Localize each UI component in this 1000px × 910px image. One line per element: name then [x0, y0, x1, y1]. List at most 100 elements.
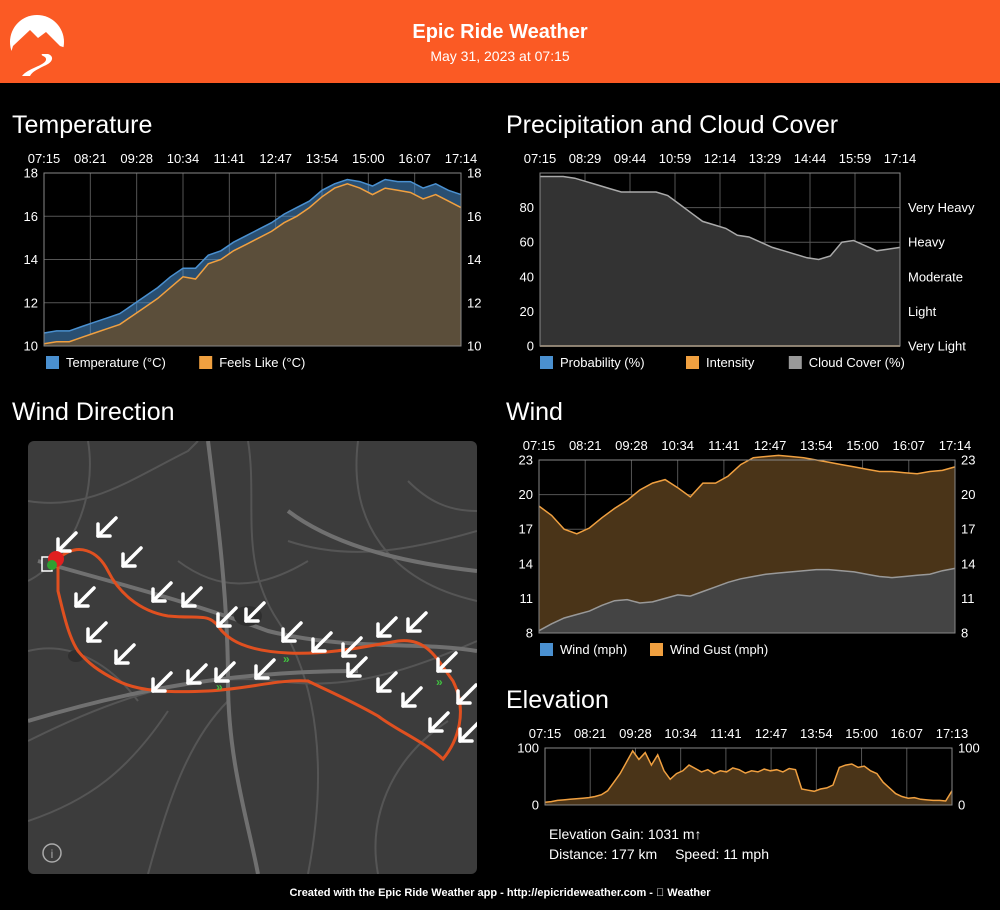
- time-tick-label: 17:14: [445, 151, 478, 166]
- time-tick-label: 10:59: [659, 151, 692, 166]
- y-tick-label-right: 12: [467, 295, 481, 310]
- y-tick-label: 10: [24, 339, 38, 354]
- time-tick-label: 07:15: [529, 726, 562, 741]
- series-area: [540, 176, 900, 346]
- plot-border: [544, 747, 953, 806]
- time-tick-label: 16:07: [893, 438, 926, 453]
- wind-chart: 07:15 08:21 09:28 10:34 11:41 12:47 13:54 15:00…: [519, 438, 976, 657]
- time-tick-label: 07:15: [524, 151, 557, 166]
- wind-arrow-icon: [346, 656, 368, 678]
- time-tick-label: 17:14: [939, 438, 972, 453]
- mountain-road-logo-icon: [10, 15, 84, 80]
- y-tick-label-right: 17: [961, 522, 975, 537]
- wind-arrow-icon: [214, 661, 236, 683]
- info-icon[interactable]: [42, 843, 62, 863]
- time-tick-label: 17:14: [884, 151, 917, 166]
- wind-chart-group: 07:15 08:21 09:28 10:34 11:41 12:47 13:54 15:00…: [519, 438, 976, 657]
- wind-arrow-icon: [114, 643, 136, 665]
- wind-arrow-icon: [428, 711, 450, 733]
- legend-swatch: [788, 356, 802, 369]
- time-tick-label: 11:41: [710, 726, 742, 741]
- wind-arrow-icon: [121, 546, 143, 568]
- wind-arrow-icon: [406, 611, 428, 633]
- y-tick-label: 14: [24, 252, 38, 267]
- time-tick-label: 07:15: [28, 151, 61, 166]
- y-tick-label: 23: [519, 453, 533, 468]
- speed-value: Speed: 11 mph: [675, 846, 769, 862]
- route-line: [56, 548, 462, 762]
- legend-label: Feels Like (°C): [219, 355, 305, 370]
- time-tick-label: 15:00: [846, 438, 879, 453]
- series-line: [538, 454, 956, 535]
- legend-label: Wind (mph): [560, 642, 627, 657]
- y-tick-label-right: 100: [958, 741, 980, 756]
- y-tick-label: 80: [520, 200, 534, 215]
- waypoint-chevron-icon: »: [436, 675, 443, 689]
- wind-arrow-icon: [74, 586, 96, 608]
- intensity-label: Light: [908, 304, 937, 319]
- time-tick-label: 09:44: [614, 151, 647, 166]
- wind-arrow-icon: [436, 651, 458, 673]
- wind-arrow-icon: [458, 721, 477, 743]
- wind-arrow-icon: [254, 658, 276, 680]
- footer-credit: Created with the Epic Ride Weather app -…: [289, 887, 710, 899]
- y-tick-label: 17: [519, 522, 533, 537]
- end-marker-icon[interactable]: [47, 560, 57, 570]
- time-tick-label: 12:14: [704, 151, 737, 166]
- legend-swatch: [540, 643, 553, 656]
- y-tick-label-right: 16: [467, 209, 481, 224]
- app-header: Epic Ride Weather May 31, 2023 at 07:15: [0, 0, 1000, 83]
- y-tick-label-right: 0: [958, 798, 965, 813]
- plot-border: [539, 172, 901, 347]
- legend-swatch: [46, 356, 59, 369]
- intensity-label: Heavy: [908, 235, 945, 250]
- temperature-title: Temperature: [12, 111, 153, 139]
- wind-arrow-icon: [244, 601, 266, 623]
- time-tick-label: 09:28: [120, 151, 153, 166]
- app-title: Epic Ride Weather: [412, 21, 588, 43]
- series-line: [43, 178, 462, 334]
- time-tick-label: 09:28: [619, 726, 652, 741]
- wind-arrow-icon: [281, 621, 303, 643]
- legend-label: Cloud Cover (%): [809, 355, 905, 370]
- legend-swatch: [686, 356, 699, 369]
- intensity-label: Moderate: [908, 269, 963, 284]
- legend-swatch: [199, 356, 213, 369]
- y-tick-label: 40: [520, 269, 534, 284]
- wind-direction-map[interactable]: » » » i: [28, 441, 477, 874]
- time-tick-label: 07:15: [523, 438, 556, 453]
- time-tick-label: 08:29: [569, 151, 602, 166]
- y-tick-label: 12: [24, 295, 38, 310]
- plot-border: [43, 172, 462, 347]
- time-tick-label: 09:28: [615, 438, 648, 453]
- time-tick-label: 12:47: [259, 151, 292, 166]
- wind-arrow-icon: [311, 631, 333, 653]
- wind-arrow-icon: [401, 686, 423, 708]
- wind-arrow-icon: [456, 683, 477, 705]
- y-tick-label: 0: [532, 798, 539, 813]
- wind-arrow-icon: [86, 621, 108, 643]
- time-tick-label: 15:59: [839, 151, 872, 166]
- time-tick-label: 11:41: [708, 438, 740, 453]
- series-line: [538, 567, 956, 632]
- wind-arrow-icon: [376, 671, 398, 693]
- waypoint-chevron-icon: »: [216, 680, 223, 694]
- wind-arrow-icon: [151, 581, 173, 603]
- plot-border: [538, 459, 956, 634]
- y-tick-label: 60: [520, 235, 534, 250]
- time-tick-label: 16:07: [398, 151, 431, 166]
- y-tick-label-right: 8: [961, 626, 968, 641]
- time-tick-label: 12:47: [755, 726, 788, 741]
- legend-swatch: [540, 356, 553, 369]
- series-area: [539, 568, 955, 633]
- time-tick-label: 11:41: [214, 151, 246, 166]
- time-tick-label: 15:00: [845, 726, 878, 741]
- y-tick-label: 18: [24, 166, 38, 181]
- map-canvas[interactable]: » » » i: [28, 441, 477, 874]
- y-tick-label: 20: [519, 487, 533, 502]
- map-roads: [28, 441, 477, 874]
- wind-arrow-icon: [186, 663, 208, 685]
- y-tick-label: 11: [520, 591, 534, 606]
- y-tick-label: 0: [527, 339, 534, 354]
- distance-value: Distance: 177 km: [549, 846, 658, 862]
